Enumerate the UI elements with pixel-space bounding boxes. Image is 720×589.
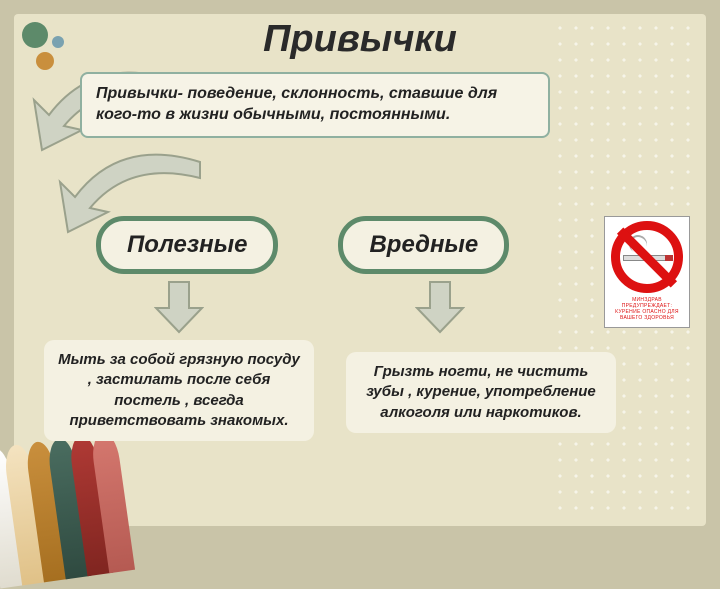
- category-pill-useful: Полезные: [96, 216, 278, 274]
- useful-description: Мыть за собой грязную посуду , застилать…: [44, 340, 314, 441]
- no-smoking-caption: МИНЗДРАВ ПРЕДУПРЕЖДАЕТ: КУРЕНИЕ ОПАСНО Д…: [609, 297, 685, 321]
- definition-box: Привычки- поведение, склонность, ставшие…: [80, 72, 550, 138]
- decor-stripes: [0, 431, 131, 588]
- down-arrow-icon: [154, 280, 204, 334]
- category-pill-harmful: Вредные: [338, 216, 509, 274]
- no-smoking-sign: МИНЗДРАВ ПРЕДУПРЕЖДАЕТ: КУРЕНИЕ ОПАСНО Д…: [604, 216, 690, 328]
- harmful-description: Грызть ногти, не чистить зубы , курение,…: [346, 352, 616, 433]
- down-arrow-icon: [415, 280, 465, 334]
- slide-title: Привычки: [0, 18, 720, 61]
